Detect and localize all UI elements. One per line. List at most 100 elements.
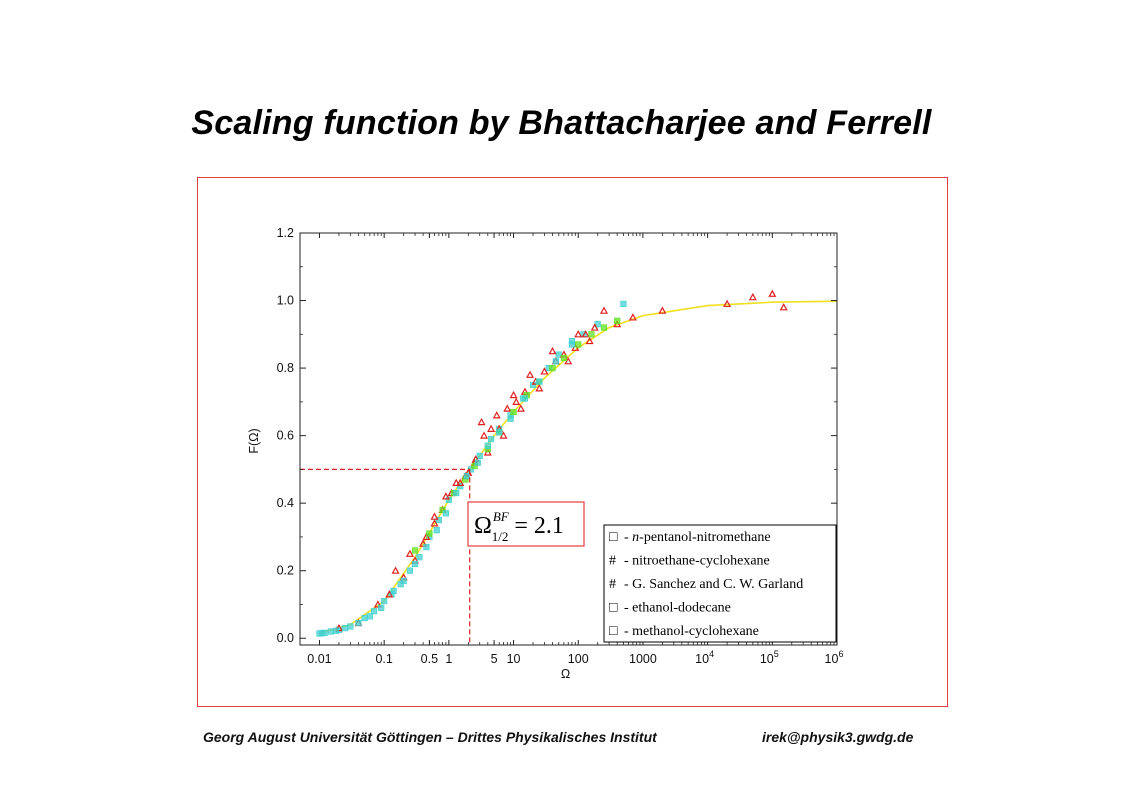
data-point [768, 289, 777, 297]
data-point [507, 415, 514, 422]
data-point [484, 442, 491, 449]
data-point [564, 357, 573, 365]
x-tick-exponent: 5 [774, 649, 779, 659]
data-point [355, 619, 362, 627]
data-point [483, 448, 492, 456]
data-point [620, 300, 627, 308]
data-point [327, 628, 334, 635]
legend-marker: □ [609, 624, 618, 639]
x-tick-label: 104 [695, 649, 714, 666]
data-point [457, 483, 464, 490]
data-point [613, 319, 622, 328]
x-tick-label: 10 [507, 652, 521, 666]
y-tick-label: 0.8 [277, 361, 294, 375]
legend-marker: # [609, 577, 616, 592]
data-point [560, 354, 567, 362]
data-point [575, 341, 582, 348]
data-point [426, 530, 433, 537]
data-point [521, 395, 529, 402]
data-point [574, 330, 583, 338]
data-point [373, 600, 382, 608]
data-point [540, 367, 549, 375]
data-point [588, 331, 595, 338]
data-point [411, 547, 419, 554]
data-point [439, 506, 446, 514]
data-point [422, 532, 431, 541]
legend-prefix: - [624, 624, 632, 639]
data-point [748, 292, 757, 301]
data-point [445, 496, 452, 503]
legend-name: nitroethane-cyclohexane [632, 554, 770, 569]
data-point [430, 519, 439, 527]
data-point [509, 390, 518, 399]
x-tick-label: 1000 [629, 652, 657, 666]
data-point [452, 478, 461, 487]
legend-name: methanol-cyclohexane [632, 624, 759, 639]
x-tick-label: 106 [825, 649, 844, 666]
annotation-superscript: BF [493, 509, 510, 524]
y-tick-label: 0.6 [277, 429, 294, 443]
x-axis-label: Ω [561, 667, 570, 681]
data-point [342, 625, 349, 632]
legend-prefix: - [624, 530, 632, 545]
legend-name: G. Sanchez and C. W. Garland [632, 577, 803, 592]
series-4 [319, 341, 576, 637]
data-point [499, 431, 508, 439]
series-2 [391, 289, 788, 574]
data-point [628, 313, 637, 321]
y-tick-label: 1.2 [277, 226, 294, 240]
data-point [411, 560, 419, 568]
data-point [614, 317, 621, 324]
data-point [548, 346, 557, 355]
legend-label: - nitroethane-cyclohexane [624, 554, 770, 569]
legend-marker: □ [609, 601, 618, 616]
data-point [390, 587, 397, 595]
footer-institution: Georg August Universität Göttingen – Dri… [203, 729, 657, 745]
x-tick-exponent: 4 [709, 649, 714, 659]
data-point [391, 566, 400, 574]
x-tick-label: 100 [568, 652, 589, 666]
annotation-symbol: Ω [474, 513, 492, 539]
data-point [549, 364, 556, 372]
data-point [529, 381, 537, 389]
y-tick-label: 0.2 [277, 564, 294, 578]
legend-label: - n-pentanol-nitromethane [624, 530, 771, 545]
data-point [480, 431, 489, 439]
data-point [406, 567, 414, 574]
data-point [599, 306, 608, 314]
data-point [585, 336, 594, 345]
x-tick-label: 0.01 [307, 652, 331, 666]
legend-label: - G. Sanchez and C. W. Garland [624, 577, 803, 592]
data-point [371, 608, 378, 615]
annotation-subscript: 1/2 [492, 529, 509, 544]
data-point [555, 351, 562, 358]
data-point [332, 627, 340, 634]
data-point [516, 404, 525, 412]
legend-prefix: - [624, 554, 632, 569]
annotation-box [467, 501, 585, 547]
legend-italic: n [632, 530, 639, 545]
legend-box [603, 524, 837, 643]
data-point [476, 452, 483, 459]
data-point [441, 492, 450, 500]
legend-marker: □ [609, 530, 618, 545]
series-1 [334, 323, 599, 632]
annotation-text: ΩBF 1/2 = 2.1 [474, 509, 564, 544]
legend-prefix: - [624, 577, 632, 592]
data-point [526, 370, 535, 378]
y-tick-label: 1.0 [277, 294, 294, 308]
x-tick-label: 1 [445, 652, 452, 666]
data-point [400, 577, 407, 584]
data-point [416, 554, 423, 561]
footer-email: irek@physik3.gwdg.de [762, 729, 914, 745]
data-point [471, 462, 478, 470]
data-point [385, 590, 394, 598]
legend-label: - methanol-cyclohexane [624, 624, 759, 639]
data-point [492, 411, 501, 419]
data-point [366, 613, 373, 620]
data-point [535, 384, 544, 392]
data-point [419, 539, 428, 547]
legend-prefix: - [624, 601, 632, 616]
annotation-value: = 2.1 [514, 513, 564, 539]
